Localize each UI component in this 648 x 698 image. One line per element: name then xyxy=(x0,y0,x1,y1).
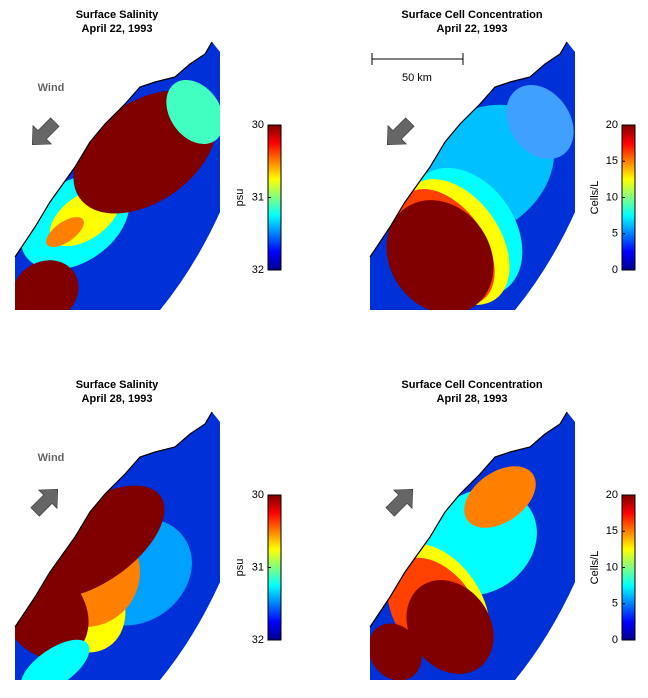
colorbar-tick-label: 0 xyxy=(612,264,618,276)
field-patch xyxy=(25,485,165,599)
colorbar-tick-label: 15 xyxy=(606,525,618,537)
map xyxy=(14,411,220,680)
colorbar-tick-label: 20 xyxy=(606,119,618,131)
map xyxy=(369,411,575,680)
colorbar-label: Cells/L xyxy=(589,181,601,215)
wind-arrow xyxy=(386,117,415,146)
panel-subtitle: April 28, 1993 xyxy=(437,393,508,405)
map-field xyxy=(370,42,575,310)
field-patch xyxy=(464,466,536,528)
map-field xyxy=(15,42,220,310)
field-patch xyxy=(370,623,422,680)
coastline xyxy=(14,411,213,628)
wind-arrow xyxy=(30,488,59,517)
colorbar-tick-label: 31 xyxy=(252,191,264,203)
colorbar-tick-label: 5 xyxy=(612,598,618,610)
scale-bar xyxy=(371,53,464,65)
panel-title: Surface Cell Concentration xyxy=(401,9,542,21)
wind-label: Wind xyxy=(38,82,65,94)
wind-label: Wind xyxy=(38,452,65,464)
field-patch xyxy=(15,260,79,310)
map xyxy=(14,41,220,310)
map-field xyxy=(15,412,220,680)
colorbar-label: psu xyxy=(234,189,246,207)
panel-subtitle: April 22, 1993 xyxy=(437,23,508,35)
colorbar-tick-label: 32 xyxy=(252,264,264,276)
colorbar-tick-label: 0 xyxy=(612,634,618,646)
coastline xyxy=(369,41,568,258)
colorbar-tick-label: 30 xyxy=(252,119,264,131)
wind-arrow xyxy=(31,117,60,146)
panel-title: Surface Salinity xyxy=(76,379,159,391)
map xyxy=(369,41,575,310)
panel-title: Surface Cell Concentration xyxy=(401,379,542,391)
field-patch xyxy=(20,639,90,680)
colorbar-tick-label: 5 xyxy=(612,228,618,240)
field-patch xyxy=(166,79,220,145)
field-patch xyxy=(386,200,494,310)
panel-title: Surface Salinity xyxy=(76,9,159,21)
colorbar-tick-label: 30 xyxy=(252,489,264,501)
colorbar-tick-label: 31 xyxy=(252,561,264,573)
field-patch xyxy=(406,580,494,674)
map-field xyxy=(370,412,575,680)
coastline xyxy=(369,411,568,628)
colorbar-tick-label: 10 xyxy=(606,191,618,203)
panel-subtitle: April 28, 1993 xyxy=(82,393,153,405)
field-patch xyxy=(46,216,84,248)
colorbar-tick-label: 32 xyxy=(252,634,264,646)
field-patch xyxy=(506,84,574,160)
scale-label: 50 km xyxy=(402,72,432,84)
colorbar-tick-label: 15 xyxy=(606,155,618,167)
colorbar-label: psu xyxy=(234,559,246,577)
colorbar-tick-label: 20 xyxy=(606,489,618,501)
coastline xyxy=(14,41,213,258)
colorbar-tick-label: 10 xyxy=(606,561,618,573)
wind-arrow xyxy=(385,488,414,517)
colorbar-label: Cells/L xyxy=(589,551,601,585)
panel-subtitle: April 22, 1993 xyxy=(82,23,153,35)
